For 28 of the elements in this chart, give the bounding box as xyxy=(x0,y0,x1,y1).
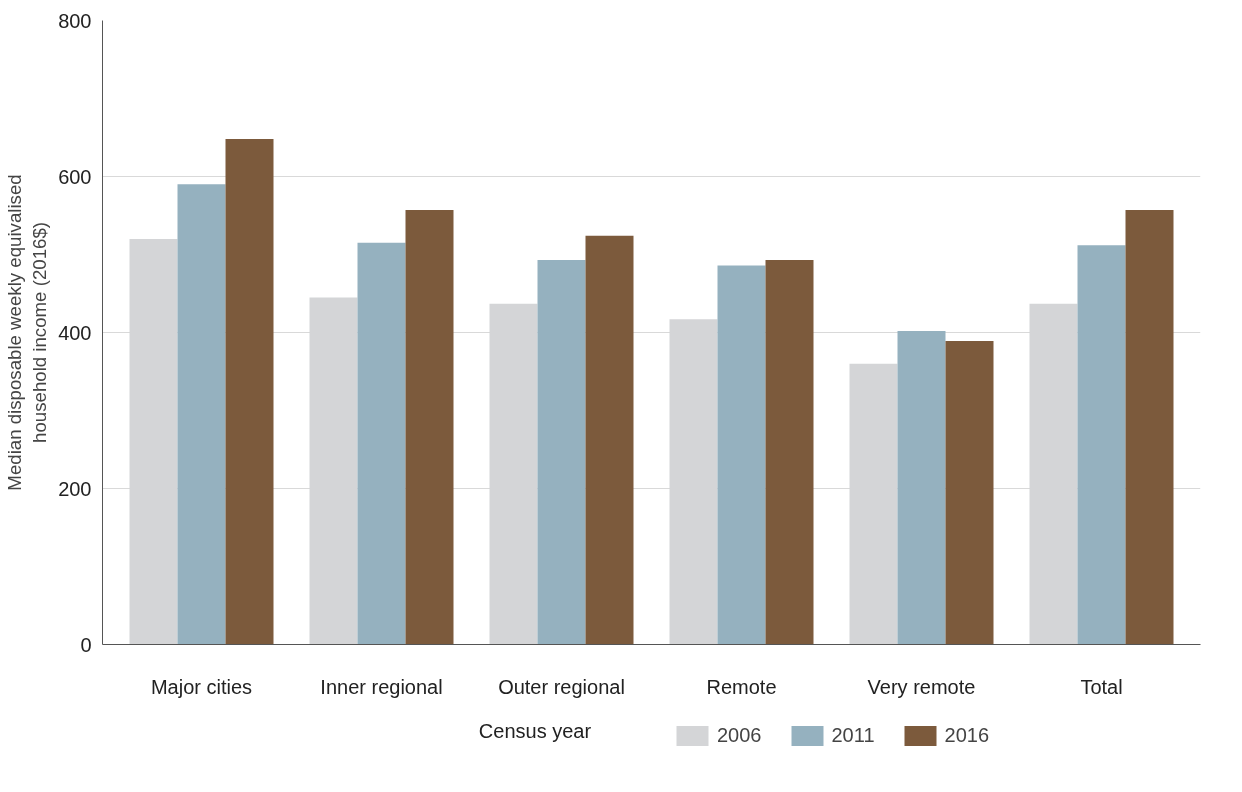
bar xyxy=(1125,210,1174,645)
y-tick-label: 600 xyxy=(58,165,92,188)
bar xyxy=(717,265,766,645)
bar xyxy=(897,330,946,645)
bar xyxy=(537,259,586,645)
bar xyxy=(405,210,454,645)
y-tick-label: 400 xyxy=(58,321,92,344)
y-tick-label: 0 xyxy=(80,633,92,656)
legend-label: 2016 xyxy=(944,724,990,747)
bar xyxy=(357,242,406,645)
x-tick-label: Major cities xyxy=(150,675,253,698)
bar xyxy=(177,184,226,645)
x-tick-label: Total xyxy=(1080,675,1123,698)
bar xyxy=(225,139,274,645)
y-axis-title: Median disposable weekly equivalised household income (2016$) xyxy=(3,174,51,491)
bar xyxy=(945,341,994,645)
legend-label: 2011 xyxy=(831,724,875,747)
legend-title: Census year xyxy=(478,719,592,742)
legend-label: 2006 xyxy=(717,724,762,747)
y-tick-label: 800 xyxy=(58,9,92,32)
bar xyxy=(585,235,634,645)
x-tick-label: Outer regional xyxy=(498,675,625,698)
bar xyxy=(765,259,814,645)
x-tick-label: Inner regional xyxy=(320,675,443,698)
x-tick-label: Very remote xyxy=(867,675,976,698)
x-tick-label: Remote xyxy=(706,675,777,698)
bar xyxy=(1077,245,1126,645)
y-tick-label: 200 xyxy=(58,477,92,500)
